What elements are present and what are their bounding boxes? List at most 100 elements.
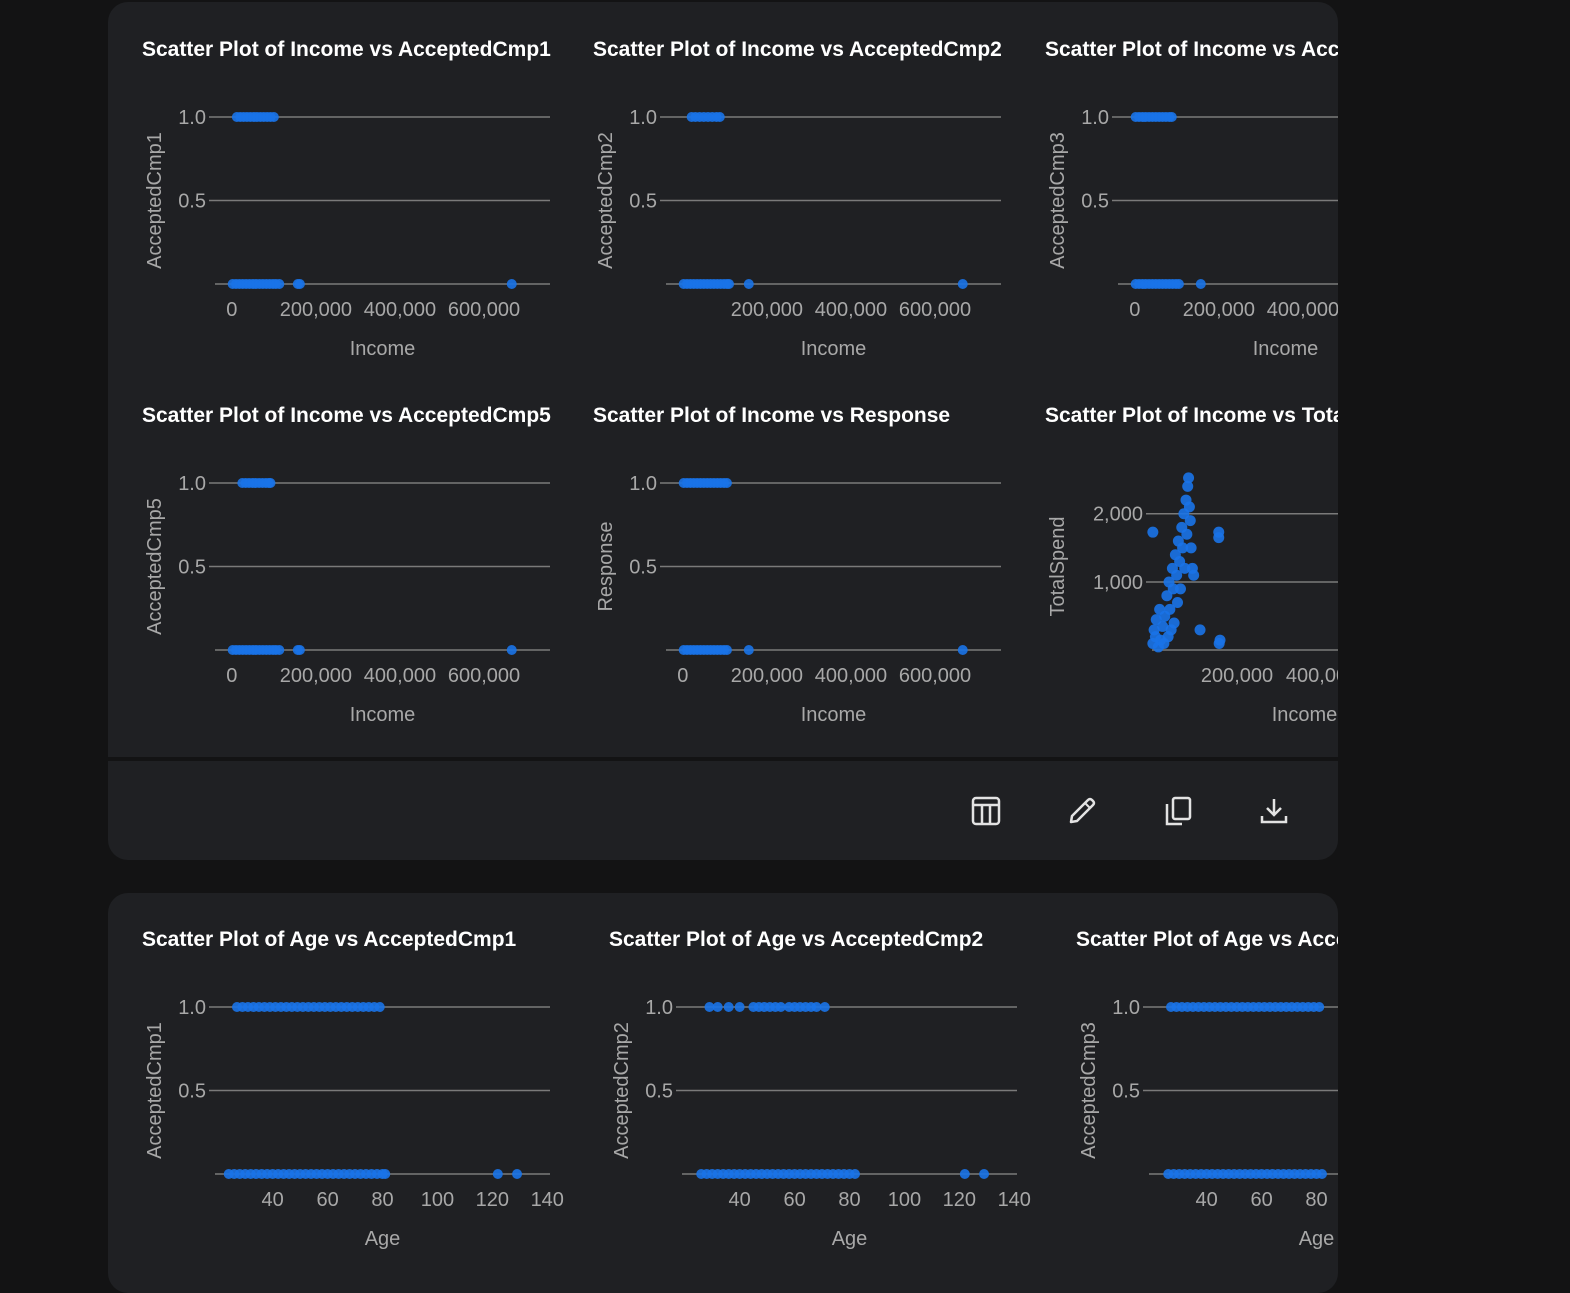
copy-icon <box>1165 796 1192 826</box>
chart-title: Scatter Plot of Income vs AcceptedCmp3 <box>1045 38 1338 61</box>
data-point <box>1181 528 1193 540</box>
data-point <box>957 279 968 289</box>
data-point <box>704 1002 715 1012</box>
x-axis-label: Age <box>832 1228 868 1250</box>
data-point <box>1213 638 1225 650</box>
data-point <box>1179 562 1191 574</box>
chart-output-panel-income: Scatter Plot of Income vs AcceptedCmp1 0.… <box>108 2 1338 757</box>
download-icon <box>1260 799 1288 824</box>
x-tick-label: 400,000 <box>1267 299 1338 321</box>
x-tick-label: 0 <box>677 665 688 687</box>
data-point <box>380 1169 391 1179</box>
data-point <box>819 1002 830 1012</box>
data-point <box>849 1169 860 1179</box>
y-tick-label: 1.0 <box>645 997 673 1019</box>
data-point <box>1172 597 1184 609</box>
data-point <box>723 1002 734 1012</box>
data-point <box>294 279 305 289</box>
chart-output-panel-age: Scatter Plot of Age vs AcceptedCmp1 0.5 1.… <box>108 893 1338 1293</box>
y-axis-label: AcceptedCmp5 <box>144 498 166 635</box>
data-point <box>775 1002 786 1012</box>
y-tick-label: 1.0 <box>178 997 206 1019</box>
x-tick-label: 100 <box>888 1189 921 1211</box>
chart-title: Scatter Plot of Income vs Response <box>593 404 950 427</box>
chart-income-vs-response: Scatter Plot of Income vs Response 0.5 1.0… <box>593 404 1001 726</box>
x-axis-label: Income <box>801 338 867 360</box>
pencil-icon <box>1069 797 1096 824</box>
edit-button[interactable] <box>1062 791 1102 831</box>
chart-income-vs-acceptedcmp5: Scatter Plot of Income vs AcceptedCmp5 0.… <box>142 404 551 726</box>
x-tick-label: 80 <box>1305 1189 1327 1211</box>
x-axis-label: Age <box>1299 1228 1335 1250</box>
data-point <box>1194 624 1206 636</box>
chart-age-vs-acceptedcmp1: Scatter Plot of Age vs AcceptedCmp1 0.5 1.… <box>142 928 564 1250</box>
data-point <box>1177 542 1189 554</box>
data-point <box>712 1002 723 1012</box>
y-tick-label: 0.5 <box>629 191 657 213</box>
data-point <box>957 645 968 655</box>
y-axis-label: AcceptedCmp1 <box>144 1022 166 1159</box>
data-point <box>811 1002 822 1012</box>
scatter-points <box>696 1002 990 1179</box>
x-tick-label: 0 <box>226 665 237 687</box>
data-point <box>1185 542 1197 554</box>
y-axis-label: AcceptedCmp1 <box>144 132 166 269</box>
x-tick-label: 400,000 <box>1286 665 1338 687</box>
y-tick-label: 1.0 <box>178 473 206 495</box>
x-axis-label: Income <box>1253 338 1319 360</box>
data-point <box>721 645 732 655</box>
x-axis-label: Income <box>350 338 416 360</box>
data-point <box>265 478 276 488</box>
data-point <box>506 645 517 655</box>
x-axis-label: Age <box>365 1228 401 1250</box>
x-tick-label: 60 <box>1250 1189 1272 1211</box>
data-point <box>734 1002 745 1012</box>
data-point <box>1168 617 1180 629</box>
chart-income-vs-acceptedcmp3: Scatter Plot of Income vs AcceptedCmp3 0.… <box>1045 38 1338 360</box>
data-point <box>721 478 732 488</box>
chart-title: Scatter Plot of Income vs AcceptedCmp1 <box>142 38 551 61</box>
x-tick-label: 200,000 <box>731 299 803 321</box>
copy-button[interactable] <box>1158 791 1198 831</box>
x-tick-label: 600,000 <box>899 665 971 687</box>
data-point <box>1195 279 1206 289</box>
y-tick-label: 0.5 <box>178 557 206 579</box>
x-tick-label: 140 <box>998 1189 1031 1211</box>
data-point <box>492 1169 503 1179</box>
chart-title: Scatter Plot of Income vs TotalSpend <box>1045 404 1338 427</box>
x-tick-label: 140 <box>531 1189 564 1211</box>
data-point <box>1173 279 1184 289</box>
y-axis-label: TotalSpend <box>1047 516 1069 616</box>
data-point <box>268 112 279 122</box>
chart-title: Scatter Plot of Age vs AcceptedCmp3 <box>1076 928 1338 951</box>
data-point <box>506 279 517 289</box>
y-tick-label: 1,000 <box>1093 572 1143 594</box>
y-tick-label: 0.5 <box>645 1081 673 1103</box>
x-axis-label: Income <box>1272 704 1338 726</box>
data-point <box>979 1169 990 1179</box>
y-tick-label: 1.0 <box>629 107 657 129</box>
data-point <box>1316 1169 1327 1179</box>
data-point <box>1188 569 1200 581</box>
chart-age-vs-acceptedcmp2: Scatter Plot of Age vs AcceptedCmp2 0.5 1.… <box>609 928 1031 1250</box>
x-tick-label: 120 <box>476 1189 509 1211</box>
table-icon <box>971 796 1001 826</box>
data-point <box>1171 569 1183 581</box>
data-point <box>1184 515 1196 527</box>
table-view-button[interactable] <box>966 791 1006 831</box>
y-tick-label: 0.5 <box>178 1081 206 1103</box>
data-point <box>714 112 725 122</box>
chart-title: Scatter Plot of Income vs AcceptedCmp2 <box>593 38 1002 61</box>
download-button[interactable] <box>1254 791 1294 831</box>
x-tick-label: 60 <box>316 1189 338 1211</box>
x-tick-label: 40 <box>262 1189 284 1211</box>
x-tick-label: 0 <box>226 299 237 321</box>
x-tick-label: 400,000 <box>815 299 887 321</box>
y-tick-label: 1.0 <box>629 473 657 495</box>
data-point <box>1182 480 1194 492</box>
x-tick-label: 200,000 <box>1183 299 1255 321</box>
x-tick-label: 60 <box>783 1189 805 1211</box>
y-tick-label: 0.5 <box>1112 1081 1140 1103</box>
scatter-points <box>227 478 517 655</box>
chart-title: Scatter Plot of Age vs AcceptedCmp1 <box>142 928 517 951</box>
